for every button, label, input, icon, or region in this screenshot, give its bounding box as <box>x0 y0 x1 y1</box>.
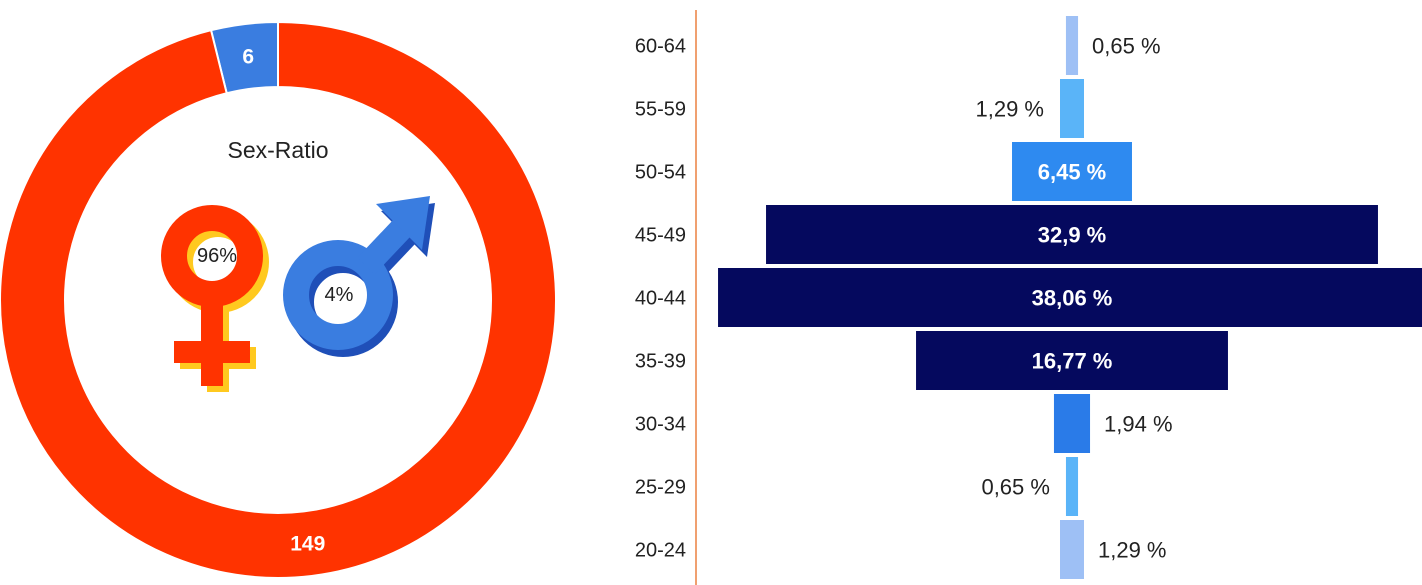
male-percent-label: 4% <box>325 284 354 306</box>
female-symbol-icon <box>161 205 269 392</box>
age-bar-value-label: 0,65 % <box>981 475 1050 500</box>
sex-ratio-donut-chart: 6 149 Sex-Ratio 96% 4% <box>0 20 557 579</box>
age-bar <box>1060 79 1084 138</box>
age-category-label: 30-34 <box>635 414 686 436</box>
age-category-label: 20-24 <box>635 540 686 562</box>
age-category-label: 45-49 <box>635 225 686 247</box>
age-distribution-chart: 60-64 0,65 % 55-59 1,29 % 50-54 6,45 % 45-49 32… <box>635 10 1422 585</box>
age-bar-value-label: 38,06 % <box>1032 286 1113 311</box>
age-bar-value-label: 32,9 % <box>1038 223 1107 248</box>
donut-slices: 6 149 <box>0 20 557 579</box>
age-bar-value-label: 6,45 % <box>1038 160 1107 185</box>
age-bar <box>916 331 1228 390</box>
age-category-label: 35-39 <box>635 351 686 373</box>
slice-label-male: 6 <box>242 45 254 68</box>
age-bar <box>1060 520 1084 579</box>
age-bar-value-label: 1,94 % <box>1104 412 1173 437</box>
female-percent-label: 96% <box>197 245 237 267</box>
slice-label-female: 149 <box>290 533 325 556</box>
age-bar <box>1012 142 1132 201</box>
age-category-label: 60-64 <box>635 36 686 58</box>
age-bar <box>1065 457 1079 516</box>
age-bar <box>718 268 1422 327</box>
age-category-label: 55-59 <box>635 99 686 121</box>
age-category-label: 50-54 <box>635 162 686 184</box>
age-bar <box>1065 16 1079 75</box>
age-bar-value-label: 1,29 % <box>976 97 1044 122</box>
age-bar-value-label: 16,77 % <box>1032 349 1113 374</box>
age-bar-value-label: 0,65 % <box>1092 34 1161 59</box>
male-symbol-icon <box>283 196 435 357</box>
donut-slice-female <box>0 20 557 579</box>
age-bar <box>766 205 1378 264</box>
age-bar-value-label: 1,29 % <box>1098 538 1167 563</box>
donut-center-title: Sex-Ratio <box>228 137 329 163</box>
age-bar <box>1053 394 1091 453</box>
age-bars: 60-64 0,65 % 55-59 1,29 % 50-54 6,45 % 45-49 32… <box>635 16 1422 579</box>
age-category-label: 25-29 <box>635 477 686 499</box>
age-category-label: 40-44 <box>635 288 686 310</box>
